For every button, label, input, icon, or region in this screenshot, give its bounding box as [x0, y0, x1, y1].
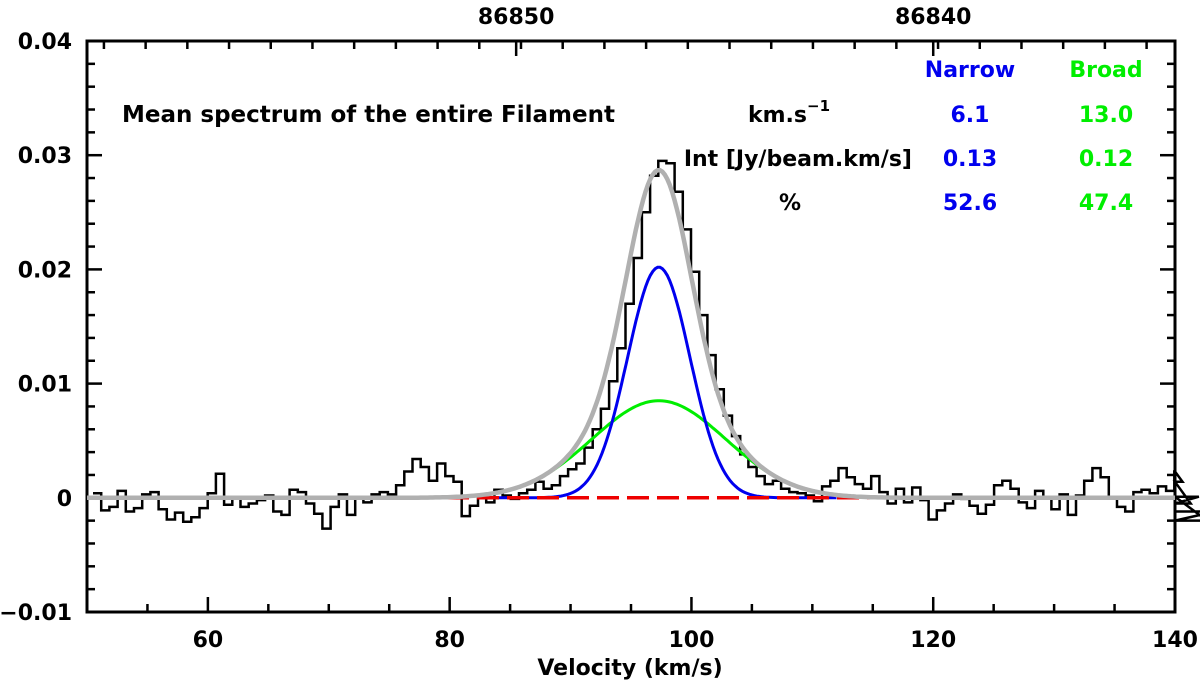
y-tick-label: 0.03 [18, 144, 72, 169]
table-narrow-int: 0.13 [943, 147, 997, 172]
y-tick-label: 0 [57, 487, 72, 512]
table-broad-percent: 47.4 [1079, 191, 1133, 216]
spectrum-histogram [93, 159, 1200, 530]
chart-title: Mean spectrum of the entire Filament [122, 102, 615, 128]
x-tick-label: 80 [434, 628, 465, 653]
table-narrow-width: 6.1 [951, 103, 990, 128]
table-row-label-width: km.s−1 [748, 97, 830, 128]
y-tick-label: 0.02 [18, 258, 72, 283]
top-axis-tick-label: 86840 [895, 5, 972, 30]
table-row-label-width-main: km.s [748, 103, 807, 128]
y-tick-label: 0.01 [18, 373, 72, 398]
table-row-label-int: Int [Jy/beam.km/s] [684, 147, 912, 172]
y-tick-label: −0.01 [0, 601, 72, 626]
table-broad-int: 0.12 [1079, 147, 1133, 172]
table-row-label-width-sup: −1 [807, 97, 830, 115]
x-tick-label: 120 [910, 628, 956, 653]
y-tick-label: 0.04 [18, 30, 72, 55]
table-header-broad: Broad [1069, 58, 1142, 83]
total-fit-curve [87, 167, 1175, 501]
x-tick-label: 140 [1152, 628, 1198, 653]
x-tick-label: 60 [193, 628, 224, 653]
top-axis-tick-label: 86850 [478, 5, 555, 30]
x-axis-label: Velocity (km/s) [537, 656, 722, 681]
table-header-narrow: Narrow [925, 58, 1015, 83]
table-narrow-percent: 52.6 [943, 191, 997, 216]
x-tick-label: 100 [668, 628, 714, 653]
table-row-label-percent: % [779, 191, 801, 216]
narrow-gaussian-fit [498, 265, 837, 500]
table-broad-width: 13.0 [1079, 103, 1133, 128]
